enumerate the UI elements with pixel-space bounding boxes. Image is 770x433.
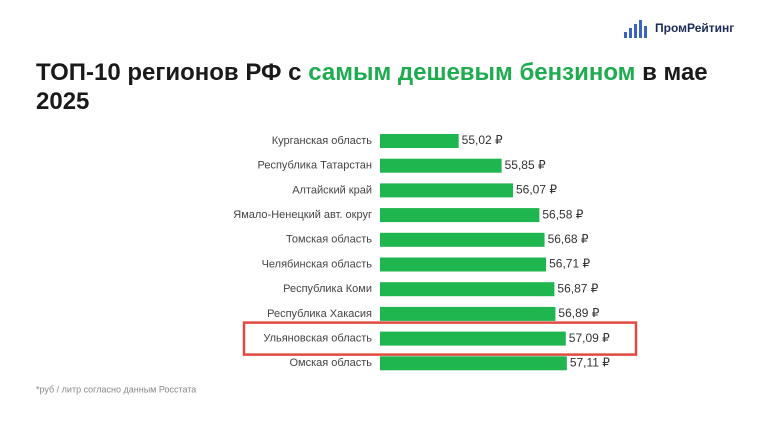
chart-title: ТОП-10 регионов РФ с самым дешевым бензи… (36, 58, 716, 116)
footnote: *руб / литр согласно данным Росстата (36, 384, 196, 394)
title-part: ТОП-10 регионов РФ с (36, 59, 302, 86)
value-label: 56,58 ₽ (542, 207, 583, 221)
category-label: Республика Татарстан (257, 160, 372, 172)
bar (380, 232, 545, 247)
value-label: 56,89 ₽ (558, 306, 599, 320)
value-label: 55,02 ₽ (462, 133, 503, 147)
bar (380, 134, 459, 148)
category-label: Республика Хакасия (267, 308, 372, 320)
title-part: в мае 2025 (36, 59, 708, 115)
bar (380, 282, 555, 297)
value-label: 57,09 ₽ (569, 331, 610, 345)
category-label: Курганская область (272, 135, 373, 147)
bar (380, 356, 567, 371)
category-label: Омская область (289, 357, 372, 369)
bar (380, 331, 566, 346)
category-label: Алтайский край (292, 184, 372, 196)
category-label: Томская область (286, 234, 372, 246)
logo-text: ПромРейтинг (655, 21, 735, 35)
value-label: 56,07 ₽ (516, 183, 557, 197)
logo-icon (624, 20, 647, 38)
value-label: 57,11 ₽ (570, 355, 610, 369)
category-label: Челябинская область (262, 258, 373, 270)
title-accent: самым дешевым бензином (308, 59, 636, 86)
bar (380, 306, 556, 321)
category-label: Республика Коми (283, 283, 372, 295)
category-label: Ульяновская область (263, 333, 372, 345)
value-label: 55,85 ₽ (505, 158, 546, 172)
highlight-box (242, 321, 638, 356)
bar (380, 208, 540, 223)
bar (380, 158, 502, 173)
value-label: 56,71 ₽ (549, 257, 590, 271)
category-label: Ямало-Ненецкий авт. округ (233, 209, 372, 221)
value-label: 56,68 ₽ (548, 232, 589, 246)
value-label: 56,87 ₽ (557, 281, 598, 295)
bar (380, 257, 547, 272)
bar (380, 183, 513, 198)
